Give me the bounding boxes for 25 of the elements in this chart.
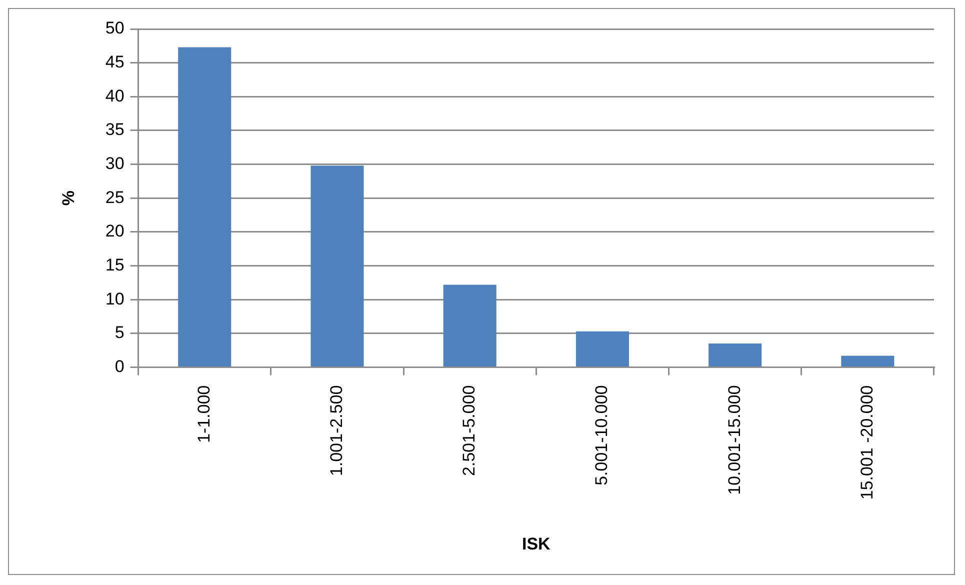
y-tick-label: 25	[105, 188, 124, 207]
y-tick-label: 40	[105, 86, 124, 106]
x-tick-label: 15.001 -20.000	[857, 385, 876, 500]
x-tick-label: 10.001-15.000	[724, 385, 744, 495]
x-tick-label: 5.001-10.000	[592, 385, 612, 486]
y-tick-label: 35	[105, 120, 124, 140]
bar	[841, 356, 894, 366]
y-axis-title: %	[58, 190, 78, 206]
bar	[178, 47, 232, 366]
y-tick-label: 45	[105, 52, 124, 72]
y-tick-label: 30	[105, 154, 124, 173]
x-tick-label: 1.001-2.500	[326, 385, 346, 476]
y-tick-label: 15	[105, 255, 124, 274]
y-tick-label: 0	[114, 356, 124, 376]
y-tick-label: 10	[105, 289, 124, 308]
bar	[310, 166, 364, 366]
x-tick-label: 2.501-5.000	[460, 385, 479, 476]
y-tick-label: 50	[105, 18, 124, 38]
bar	[708, 344, 762, 366]
x-tick-label: 1-1.000	[194, 385, 214, 443]
y-tick-label: 20	[105, 222, 124, 241]
bar	[443, 284, 496, 366]
y-tick-label: 5	[114, 323, 124, 342]
bar	[576, 331, 629, 366]
x-axis-title: ISK	[522, 534, 552, 554]
